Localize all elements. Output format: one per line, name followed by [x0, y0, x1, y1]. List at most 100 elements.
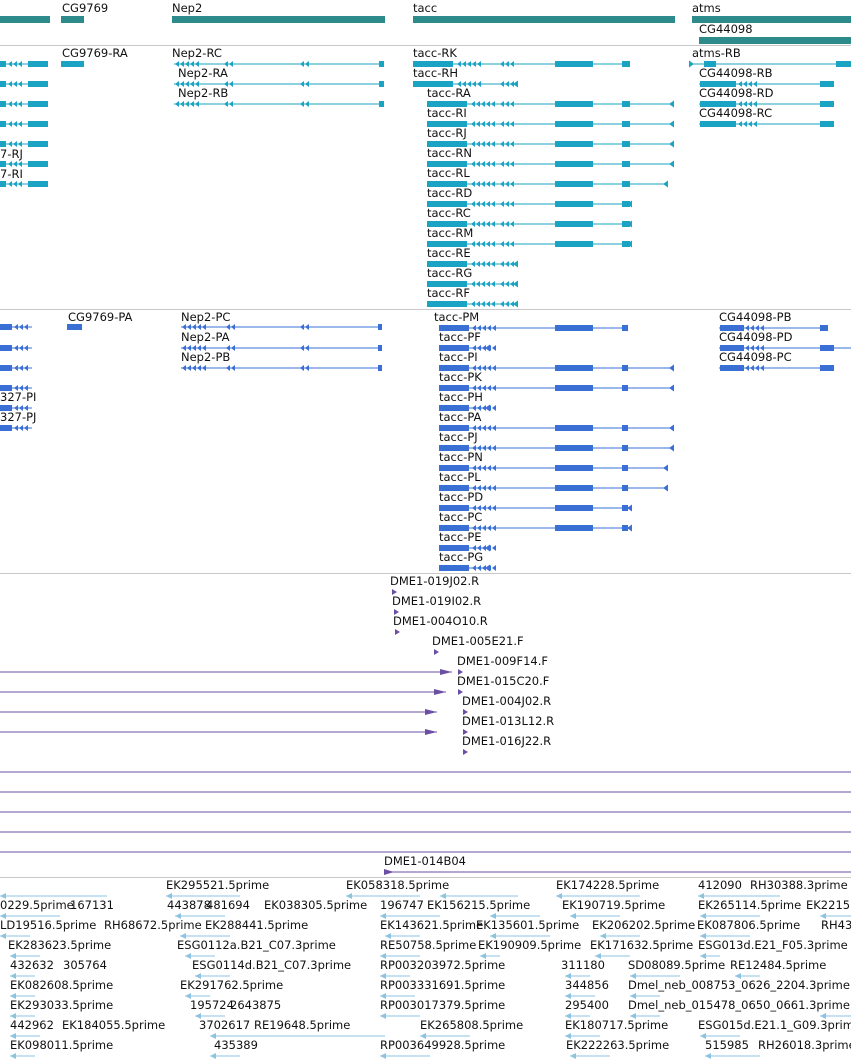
- read-marker[interactable]: [458, 669, 463, 675]
- est-arrow[interactable]: [185, 993, 191, 999]
- est-arrow[interactable]: [346, 893, 352, 899]
- gene-bar[interactable]: [413, 16, 675, 23]
- est-arrow[interactable]: [700, 1033, 706, 1039]
- exon-chevron: [192, 345, 196, 351]
- read-marker[interactable]: [440, 669, 452, 675]
- read-marker[interactable]: [384, 869, 394, 875]
- exon-chevron: [13, 61, 17, 67]
- est-arrow[interactable]: [630, 973, 636, 979]
- est-arrow[interactable]: [380, 973, 386, 979]
- exon-block[interactable]: [67, 324, 82, 330]
- est-arrow[interactable]: [630, 1013, 636, 1019]
- est-arrow[interactable]: [166, 893, 172, 899]
- track-dividers: [0, 45, 851, 878]
- est-arrow[interactable]: [195, 1013, 201, 1019]
- exon-block: [720, 365, 744, 371]
- est-arrow[interactable]: [195, 973, 201, 979]
- exon-chevron: [486, 281, 490, 287]
- gene-bar[interactable]: [172, 16, 385, 23]
- read-marker[interactable]: [395, 629, 400, 635]
- exon-chevron: [13, 141, 17, 147]
- est-arrow[interactable]: [630, 993, 636, 999]
- est-arrow[interactable]: [565, 1013, 571, 1019]
- gene-bar[interactable]: [692, 16, 851, 23]
- est-arrow[interactable]: [185, 953, 191, 959]
- est-arrow[interactable]: [10, 973, 16, 979]
- est-arrow[interactable]: [700, 933, 706, 939]
- est-arrow[interactable]: [10, 1053, 16, 1059]
- est-label: 195724: [190, 998, 234, 1012]
- est-arrow[interactable]: [600, 933, 606, 939]
- exon-chevron: [477, 365, 481, 371]
- exon-chevron: [481, 181, 485, 187]
- transcript-label: tacc-RI: [427, 106, 467, 120]
- est-arrow[interactable]: [700, 953, 706, 959]
- est-arrow[interactable]: [0, 893, 6, 899]
- exon-chevron: [472, 365, 476, 371]
- est-arrow[interactable]: [565, 973, 571, 979]
- read-marker[interactable]: [434, 689, 446, 695]
- exon-block: [0, 121, 6, 127]
- exon-block: [28, 81, 48, 87]
- est-label: 196747: [380, 898, 424, 912]
- strand-arrow: [669, 160, 674, 168]
- gene-bar[interactable]: [61, 16, 84, 23]
- exon-block: [820, 325, 828, 331]
- est-arrow[interactable]: [380, 913, 386, 919]
- est-arrow[interactable]: [490, 913, 496, 919]
- est-arrow[interactable]: [10, 1033, 16, 1039]
- est-arrow[interactable]: [380, 1013, 386, 1019]
- gene-track: CG9769 Nep2 tacc atms CG44098: [0, 1, 851, 44]
- read-marker[interactable]: [463, 749, 468, 755]
- read-marker[interactable]: [463, 709, 468, 715]
- est-arrow[interactable]: [420, 1033, 426, 1039]
- gene-bar[interactable]: [699, 37, 851, 44]
- est-arrow[interactable]: [595, 953, 601, 959]
- est-arrow[interactable]: [380, 993, 386, 999]
- est-arrow[interactable]: [820, 1013, 826, 1019]
- est-arrow[interactable]: [10, 993, 16, 999]
- strand-arrow: [623, 324, 628, 332]
- read-marker[interactable]: [425, 709, 437, 715]
- est-arrow[interactable]: [385, 933, 391, 939]
- exon-chevron: [505, 121, 509, 127]
- est-arrow[interactable]: [820, 913, 826, 919]
- est-arrow[interactable]: [10, 1013, 16, 1019]
- est-arrow[interactable]: [210, 1033, 216, 1039]
- read-marker[interactable]: [394, 609, 399, 615]
- est-arrow[interactable]: [556, 893, 562, 899]
- est-arrow[interactable]: [570, 1053, 576, 1059]
- est-arrow[interactable]: [700, 913, 706, 919]
- est-arrow[interactable]: [698, 893, 704, 899]
- est-arrow[interactable]: [175, 913, 181, 919]
- exon-chevron: [476, 161, 480, 167]
- est-arrow[interactable]: [180, 933, 186, 939]
- est-arrow[interactable]: [0, 933, 6, 939]
- est-arrow[interactable]: [705, 1053, 711, 1059]
- est-arrow[interactable]: [570, 913, 576, 919]
- read-marker[interactable]: [392, 589, 397, 595]
- est-arrow[interactable]: [565, 1033, 571, 1039]
- est-arrow[interactable]: [440, 893, 446, 899]
- read-marker[interactable]: [425, 729, 437, 735]
- read-marker[interactable]: [434, 649, 439, 655]
- read-marker[interactable]: [463, 729, 468, 735]
- est-arrow[interactable]: [490, 933, 496, 939]
- gene-bar[interactable]: [0, 16, 50, 23]
- exon-block: [28, 121, 48, 127]
- exon-chevron: [185, 61, 189, 67]
- est-arrow[interactable]: [380, 1053, 386, 1059]
- exon-chevron: [8, 121, 12, 127]
- est-arrow[interactable]: [380, 953, 386, 959]
- exon-chevron: [476, 101, 480, 107]
- est-arrow[interactable]: [480, 953, 486, 959]
- read-marker[interactable]: [458, 689, 463, 695]
- est-arrow[interactable]: [735, 973, 741, 979]
- exon-chevron: [462, 81, 466, 87]
- est-arrow[interactable]: [0, 913, 6, 919]
- est-arrow[interactable]: [210, 1053, 216, 1059]
- est-arrow[interactable]: [10, 953, 16, 959]
- exon-block[interactable]: [61, 61, 84, 67]
- est-arrow[interactable]: [565, 993, 571, 999]
